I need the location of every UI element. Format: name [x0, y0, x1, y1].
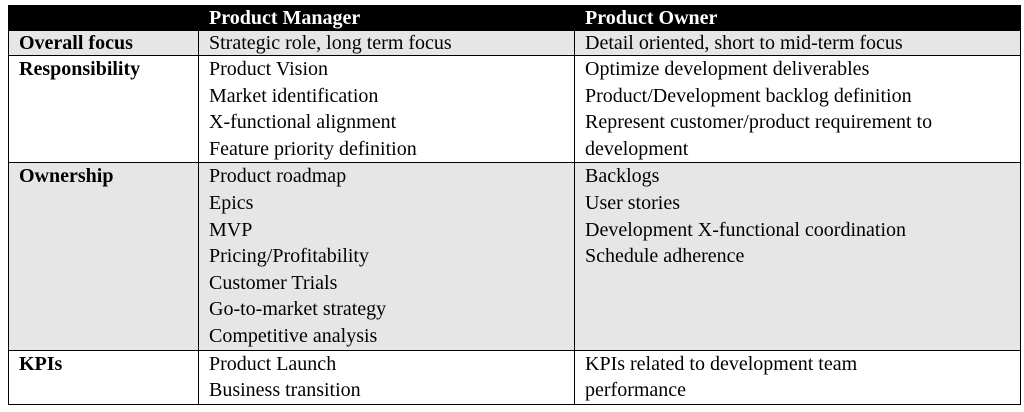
pm-cell: Product Launch Business transition: [198, 349, 575, 405]
cell-line: Competitive analysis: [209, 324, 378, 347]
cell-line: Business transition: [209, 379, 361, 402]
cell-line: MVP: [209, 218, 253, 241]
cell-line: development: [585, 137, 689, 160]
po-cell: KPIs related to development team perform…: [574, 349, 1021, 405]
cell-line: performance: [585, 379, 687, 402]
pm-cell: Product roadmap Epics MVP Pricing/Profit…: [198, 162, 575, 351]
row-label: Overall focus: [8, 30, 199, 56]
table-row-kpis: KPIs Product Launch Business transition …: [8, 349, 1021, 405]
cell-line: Schedule adherence: [585, 245, 745, 268]
cell-line: Detail oriented, short to mid-term focus: [585, 32, 903, 54]
pm-cell: Strategic role, long term focus: [198, 30, 575, 56]
row-label: Ownership: [8, 162, 199, 351]
po-cell: Optimize development deliverables Produc…: [574, 54, 1021, 164]
cell-line: Epics: [209, 191, 254, 214]
cell-line: Product roadmap: [209, 165, 347, 188]
cell-line: Development X-functional coordination: [585, 218, 907, 241]
cell-line: Optimize development deliverables: [585, 58, 870, 80]
table-row-ownership: Ownership Product roadmap Epics MVP Pric…: [8, 162, 1021, 351]
comparison-table: Product Manager Product Owner Overall fo…: [8, 5, 1021, 405]
header-corner-cell: [8, 5, 199, 31]
cell-line: Represent customer/product requirement t…: [585, 111, 933, 134]
cell-line: Feature priority definition: [209, 137, 417, 160]
cell-line: Product Launch: [209, 352, 337, 375]
cell-line: Product Vision: [209, 58, 328, 80]
cell-line: Customer Trials: [209, 271, 338, 294]
cell-line: X-functional alignment: [209, 111, 397, 134]
pm-cell: Product Vision Market identification X-f…: [198, 54, 575, 164]
cell-line: Strategic role, long term focus: [209, 32, 452, 54]
table-row-overall-focus: Overall focus Strategic role, long term …: [8, 30, 1021, 56]
header-product-owner: Product Owner: [574, 5, 1021, 31]
cell-line: Market identification: [209, 84, 379, 107]
po-cell: Detail oriented, short to mid-term focus: [574, 30, 1021, 56]
cell-line: Product/Development backlog definition: [585, 84, 912, 107]
row-label: KPIs: [8, 349, 199, 405]
cell-line: User stories: [585, 191, 680, 214]
row-label: Responsibility: [8, 54, 199, 164]
cell-line: KPIs related to development team: [585, 352, 858, 375]
header-product-manager: Product Manager: [198, 5, 575, 31]
cell-line: Go-to-market strategy: [209, 298, 387, 321]
cell-line: Pricing/Profitability: [209, 245, 369, 268]
cell-line: Backlogs: [585, 165, 660, 188]
table-row-responsibility: Responsibility Product Vision Market ide…: [8, 54, 1021, 164]
po-cell: Backlogs User stories Development X-func…: [574, 162, 1021, 351]
header-row: Product Manager Product Owner: [8, 5, 1021, 31]
